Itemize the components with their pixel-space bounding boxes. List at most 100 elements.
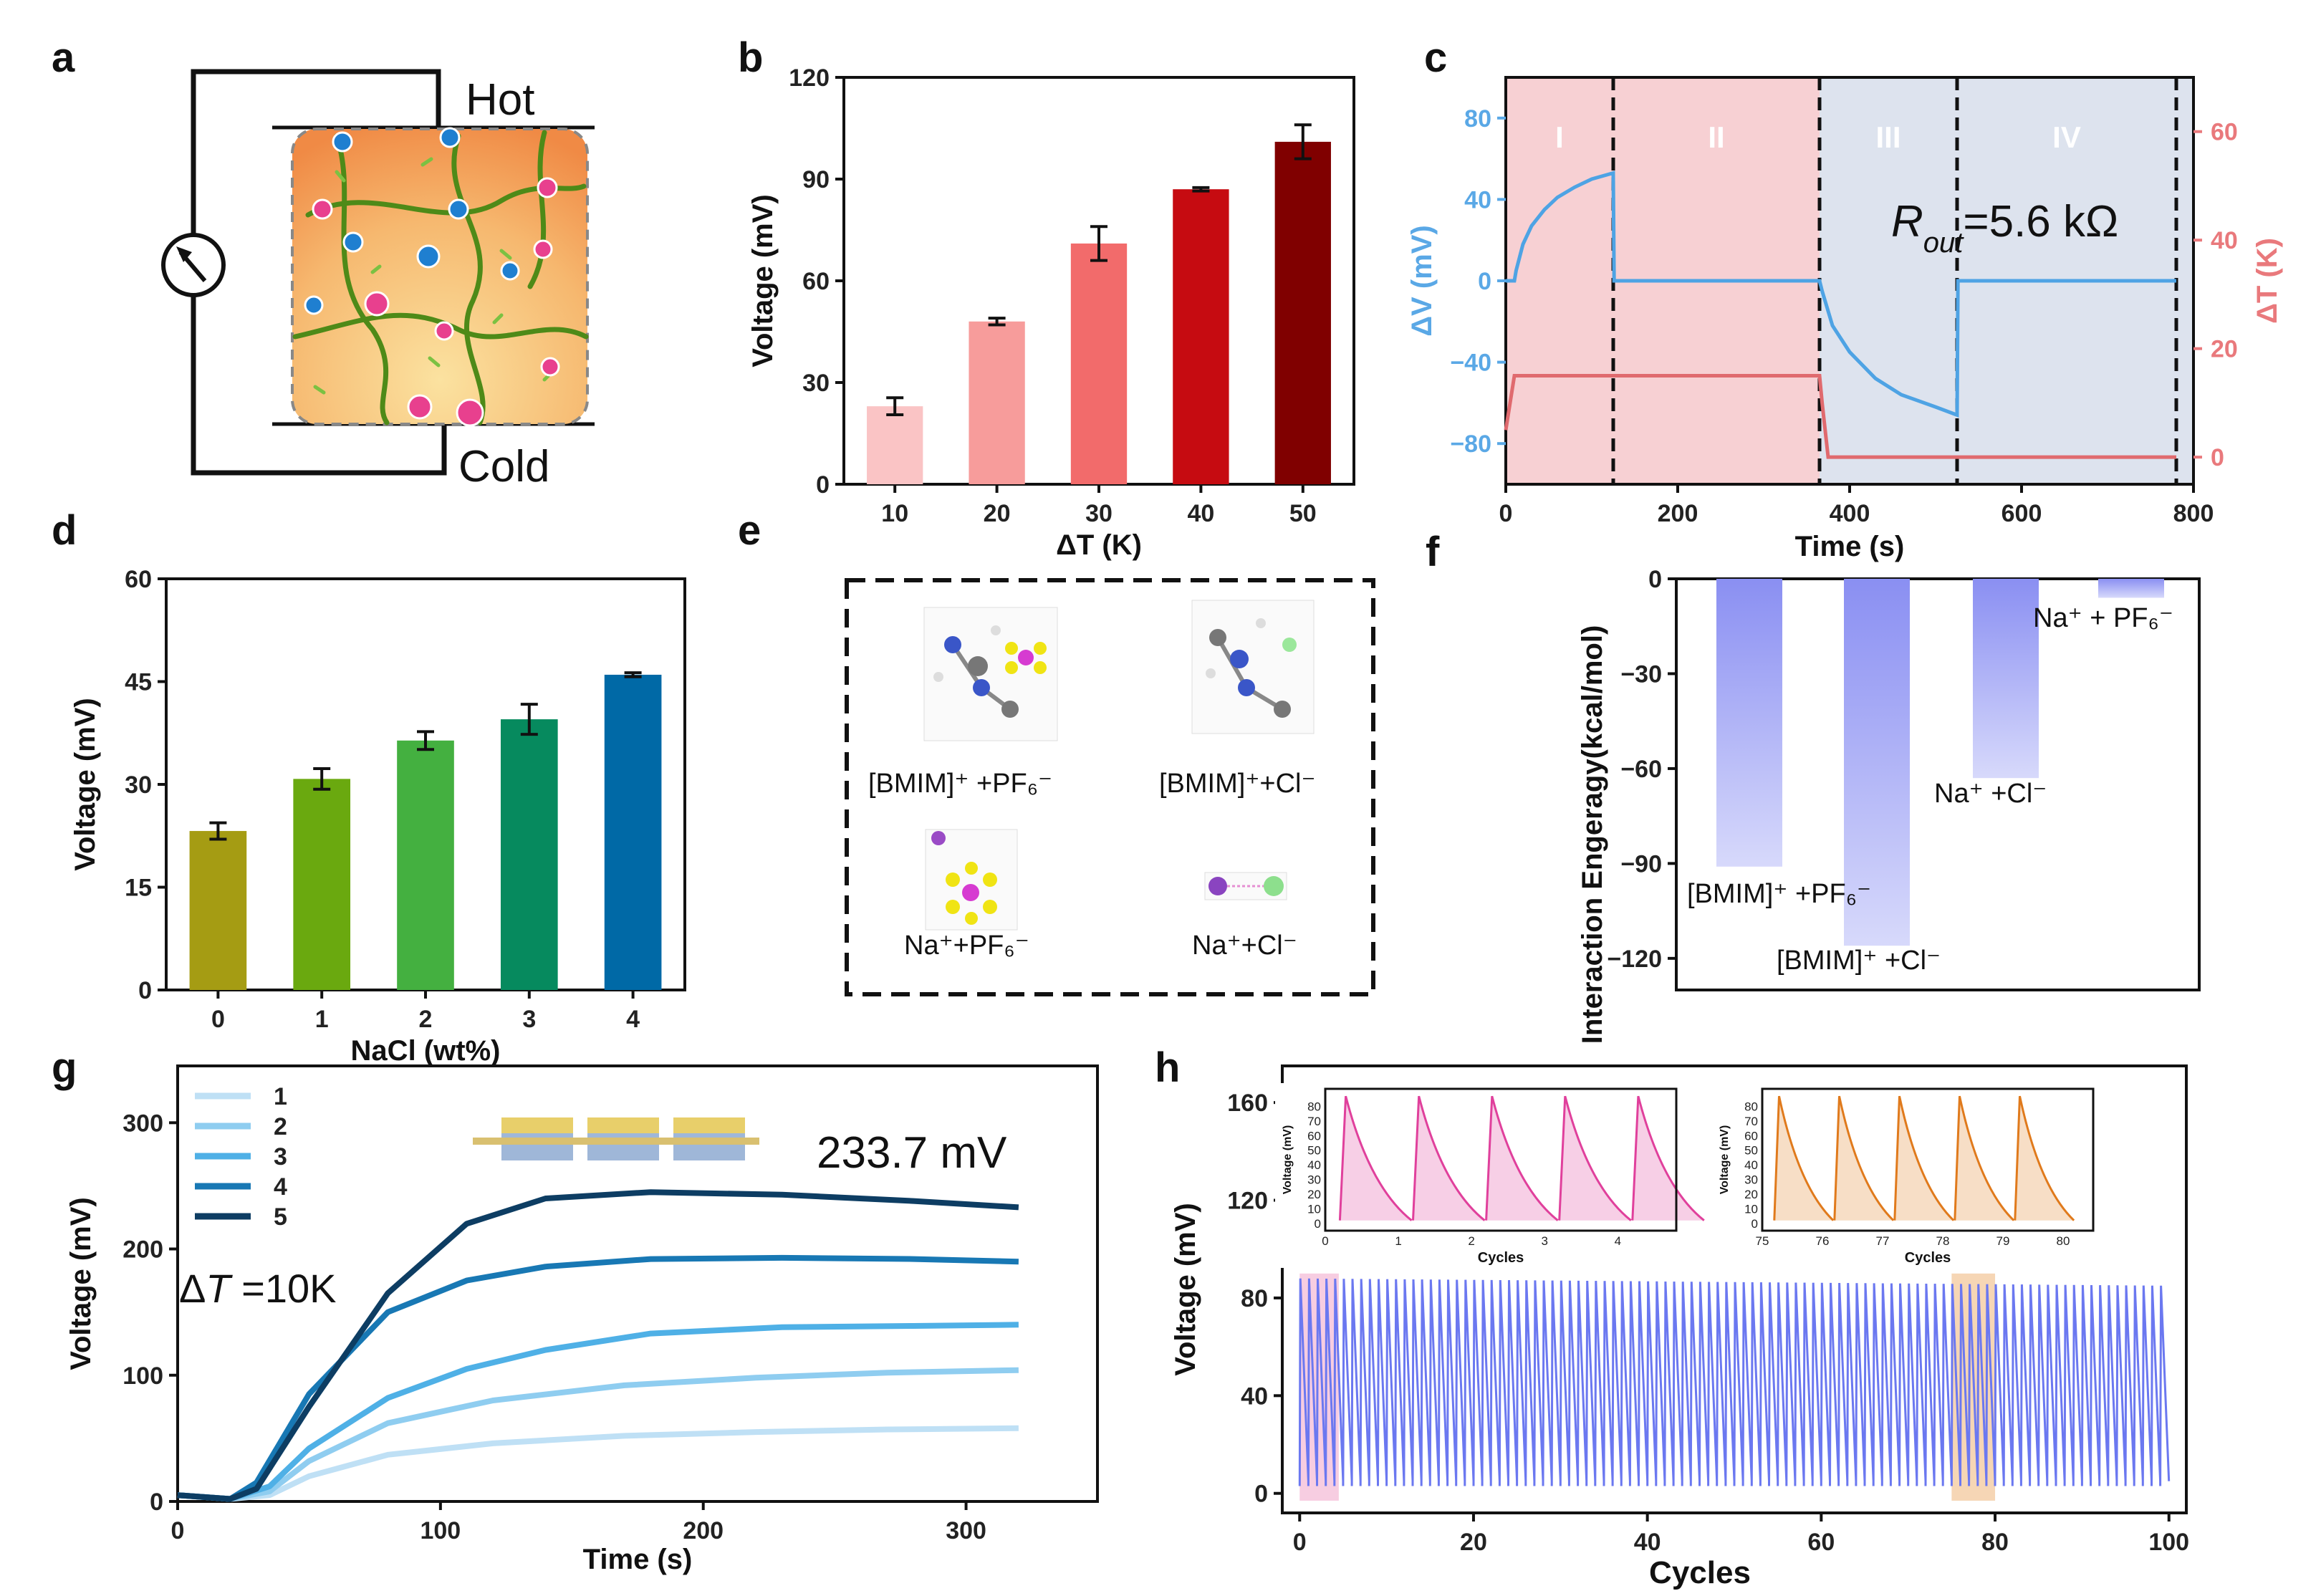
c-region-label: IV — [2052, 120, 2081, 154]
2-bar — [189, 831, 247, 990]
h-xtick-label: 20 — [1460, 1529, 1487, 1556]
h-inset-ytick-label: 50 — [1744, 1144, 1758, 1158]
f-bar — [1973, 579, 2039, 779]
device-block-top — [673, 1117, 745, 1133]
g-series-line-5 — [177, 1189, 1019, 1502]
h-inset-xtick-label: 1 — [1395, 1234, 1401, 1248]
2-xlabel: NaCl (wt%) — [351, 1035, 501, 1067]
f-plot-frame — [1675, 577, 2201, 991]
f-ylabel: Interaction Engeragy(kcal/mol) — [1577, 625, 1608, 1044]
h-inset-ytick-label: 0 — [1751, 1217, 1758, 1231]
h-inset-ytick-label: 70 — [1744, 1115, 1758, 1128]
f-ytick-label: −30 — [1620, 660, 1662, 688]
h-inset-xtick-label: 4 — [1615, 1234, 1621, 1248]
h-voltage-cycles-line — [1298, 1278, 2171, 1486]
f-bar — [1844, 579, 1910, 946]
h-ytick-label: 0 — [1254, 1481, 1268, 1508]
0-ytick-label: 30 — [802, 370, 830, 397]
c-xtick-label: 200 — [1658, 500, 1698, 527]
panel-d-chart: 0 15 30 45 60 0 1 2 3 4 Voltage (mV) NaCl (wt%) — [69, 566, 686, 1067]
anions — [312, 177, 560, 427]
h-inset-xtick-label: 3 — [1542, 1234, 1548, 1248]
g-xlabel: Time (s) — [583, 1544, 693, 1575]
h-ytick-label: 120 — [1227, 1188, 1268, 1215]
molecule-label-2: [BMIM]⁺+Cl⁻ — [1159, 769, 1316, 799]
device-block — [501, 1132, 573, 1160]
h-inset-xtick-label: 78 — [1936, 1234, 1950, 1248]
2-ytick-label: 0 — [138, 977, 152, 1004]
h-inset-xtick-label: 80 — [2057, 1234, 2070, 1248]
2-xtick-label: 3 — [522, 1006, 536, 1033]
h-ytick-label: 40 — [1241, 1383, 1268, 1410]
h-inset-xtick-label: 0 — [1322, 1234, 1328, 1248]
2-bar — [293, 779, 351, 990]
device-block-top — [501, 1117, 573, 1133]
f-bar-label: [BMIM]⁺ +Cl⁻ — [1777, 946, 1941, 976]
molecule-bmim-cl-icon — [1191, 600, 1315, 734]
h-inset-fill — [1340, 1096, 1704, 1221]
h-inset-ytick-label: 40 — [1744, 1158, 1758, 1172]
g-legend-label: 2 — [274, 1113, 287, 1140]
c-xlabel: Time (s) — [1795, 531, 1905, 562]
hot-label: Hot — [466, 75, 534, 125]
g-xtick-label: 0 — [171, 1517, 185, 1544]
2-bar — [604, 674, 662, 990]
ammeter-icon — [161, 233, 226, 297]
0-xtick-label: 10 — [881, 500, 908, 527]
cations — [304, 127, 520, 315]
f-bar — [2098, 579, 2164, 598]
h-xtick-label: 100 — [2148, 1529, 2189, 1556]
molecule-label-1: [BMIM]⁺ +PF₆⁻ — [868, 769, 1052, 799]
h-inset-xtick-label: 76 — [1816, 1234, 1830, 1248]
0-xlabel: ΔT (K) — [1056, 529, 1142, 561]
device-block — [587, 1132, 659, 1160]
0-ytick-label: 60 — [802, 268, 830, 295]
h-inset-ytick-label: 10 — [1307, 1202, 1321, 1216]
c-region-label: I — [1555, 120, 1564, 154]
g-annotation-dt-symbol: Δ — [179, 1266, 206, 1311]
h-inset-ytick-label: 20 — [1744, 1188, 1758, 1201]
0-ylabel: Voltage (mV) — [747, 194, 779, 367]
h-xtick-label: 40 — [1634, 1529, 1661, 1556]
2-ytick-label: 60 — [125, 566, 152, 593]
c-region-label: II — [1708, 120, 1724, 154]
panel-c-chart: I II III IV0 200 400 600 800−80−40040800204060R… — [1406, 76, 2283, 562]
0-bar — [1173, 189, 1229, 484]
f-ytick-label: −90 — [1620, 850, 1662, 878]
panel-g-chart: 00 100 100 200 200 300 300 1 2 3 45 233.7 mV ΔT =10K… — [65, 1064, 1099, 1575]
h-ytick-label: 160 — [1227, 1090, 1268, 1117]
g-ytick-label: 0 — [150, 1489, 163, 1516]
0-bar — [969, 321, 1025, 484]
h-inset-xtick-label: 77 — [1876, 1234, 1890, 1248]
g-plot-frame — [176, 1064, 1099, 1503]
c-xtick-label: 0 — [1499, 500, 1513, 527]
0-xtick-label: 40 — [1187, 500, 1214, 527]
h-ylabel: Voltage (mV) — [1170, 1203, 1201, 1376]
h-inset-xlabel: Cycles — [1905, 1250, 1951, 1266]
h-xtick-label: 0 — [1293, 1529, 1307, 1556]
g-annotation-dt-var: T — [206, 1266, 233, 1311]
g-annotation-dt: ΔT =10K — [179, 1266, 337, 1311]
c-ytick-left-label: 0 — [1478, 268, 1491, 295]
2-xtick-label: 2 — [419, 1006, 433, 1033]
panel-a-schematic: Hot Cold — [161, 69, 595, 491]
h-inset-ylabel: Voltage (mV) — [1282, 1125, 1294, 1195]
panel-e-molecules: [BMIM]⁺ +PF₆⁻ [BMIM]⁺+Cl⁻ Na⁺+PF₆⁻ Na⁺+C… — [845, 578, 1375, 996]
0-xtick-label: 30 — [1085, 500, 1113, 527]
h-inset-bg — [1275, 1083, 1683, 1268]
c-series-dv-line — [1506, 170, 2176, 418]
h-inset-ytick-label: 80 — [1744, 1100, 1758, 1113]
h-inset-ytick-label: 10 — [1744, 1202, 1758, 1216]
h-xlabel: Cycles — [1649, 1555, 1751, 1590]
c-ytick-left-label: 80 — [1464, 105, 1491, 133]
0-bar — [1274, 141, 1331, 484]
h-inset-ytick-label: 30 — [1744, 1173, 1758, 1187]
h-inset-ytick-label: 50 — [1307, 1144, 1321, 1158]
g-ylabel: Voltage (mV) — [65, 1197, 97, 1370]
f-ytick-label: 0 — [1648, 566, 1662, 593]
c-annotation: Rout=5.6 kΩ — [1891, 197, 2118, 259]
2-xtick-label: 4 — [626, 1006, 640, 1033]
c-ylabel-right: ΔT (K) — [2252, 238, 2283, 324]
g-ytick-label: 100 — [122, 1362, 163, 1390]
g-annotation-value: 233.7 mV — [817, 1128, 1007, 1178]
